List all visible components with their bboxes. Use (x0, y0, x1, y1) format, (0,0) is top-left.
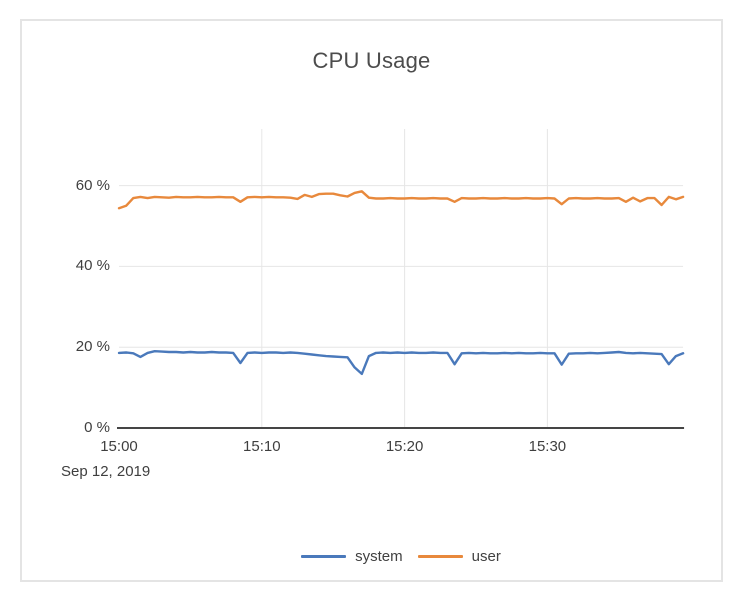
y-tick-label: 60 % (75, 176, 110, 194)
chart-panel (20, 19, 723, 582)
chart-legend: system user (119, 548, 683, 565)
legend-swatch-system (301, 555, 347, 558)
legend-swatch-user (417, 555, 463, 558)
legend-item-user[interactable]: user (417, 548, 501, 565)
legend-label: user (471, 548, 501, 565)
chart-title: CPU Usage (312, 48, 431, 73)
legend-label: system (355, 548, 403, 565)
x-tick-label: 15:30 (528, 438, 567, 455)
x-tick-label: 15:00 (100, 438, 138, 455)
legend-item-system[interactable]: system (301, 548, 403, 565)
y-tick-label: 40 % (75, 257, 110, 275)
y-tick-label: 20 % (75, 338, 110, 356)
x-tick-label: 15:10 (243, 438, 281, 455)
x-tick-label: 15:20 (385, 438, 424, 455)
series-line-user (117, 190, 685, 210)
y-tick-label: 0 % (84, 419, 110, 436)
x-axis-date-label: Sep 12, 2019 (61, 463, 151, 480)
series-line-system (117, 350, 685, 376)
